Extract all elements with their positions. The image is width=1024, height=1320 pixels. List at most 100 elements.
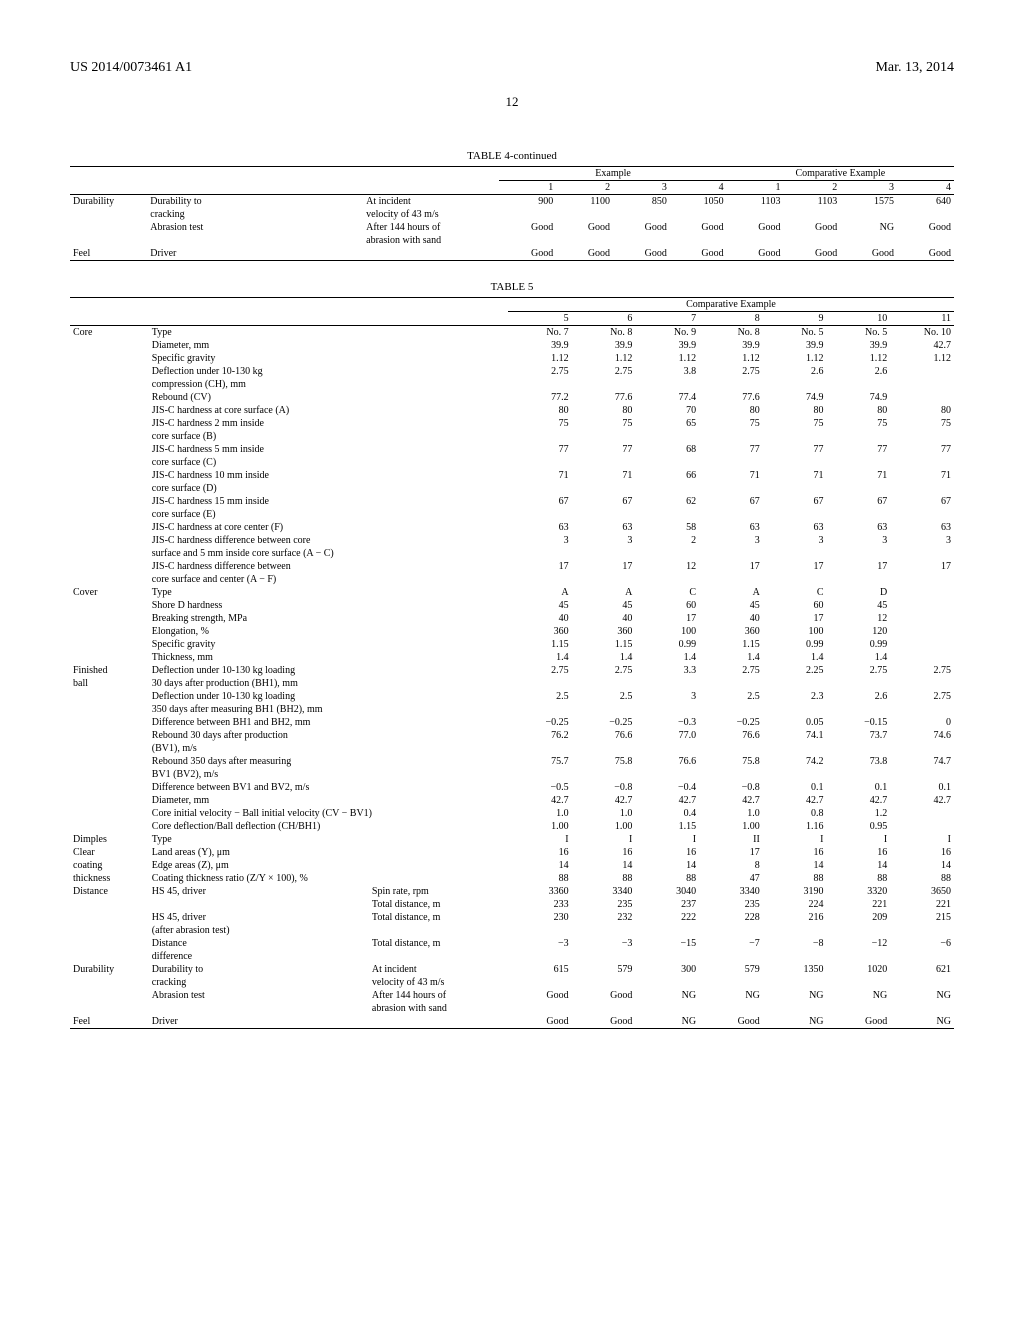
row-sublabel xyxy=(369,677,508,690)
row-group xyxy=(70,495,149,508)
cell: Good xyxy=(556,221,613,234)
cell xyxy=(827,742,891,755)
cell: 14 xyxy=(827,859,891,872)
cell xyxy=(635,573,699,586)
cell: 900 xyxy=(499,195,556,209)
cell xyxy=(827,547,891,560)
cell xyxy=(763,950,827,963)
cell: 216 xyxy=(763,911,827,924)
cell: 14 xyxy=(572,859,636,872)
cell: 2.75 xyxy=(890,664,954,677)
cell: 0 xyxy=(890,716,954,729)
row-sublabel xyxy=(369,365,508,378)
row-label: Type xyxy=(149,586,369,599)
row-label: Coating thickness ratio (Z/Y × 100), % xyxy=(149,872,369,885)
row-sublabel xyxy=(363,247,499,261)
row-group xyxy=(70,976,149,989)
cell: Good xyxy=(827,1015,891,1029)
row-label: JIS-C hardness 5 mm inside xyxy=(149,443,369,456)
cell xyxy=(508,378,572,391)
row-label xyxy=(149,1002,369,1015)
row-group xyxy=(70,378,149,391)
cell: 2.75 xyxy=(827,664,891,677)
row-group: Durability xyxy=(70,963,149,976)
cell xyxy=(699,378,763,391)
row-label: Durability to xyxy=(147,195,363,209)
cell: 1350 xyxy=(763,963,827,976)
row-group: Feel xyxy=(70,247,147,261)
row-label xyxy=(149,898,369,911)
row-label: Diameter, mm xyxy=(149,794,369,807)
cell: 1.12 xyxy=(572,352,636,365)
cell: 39.9 xyxy=(572,339,636,352)
cell: 67 xyxy=(699,495,763,508)
row-group xyxy=(70,234,147,247)
cell: 1.15 xyxy=(572,638,636,651)
row-sublabel: Total distance, m xyxy=(369,911,508,924)
cell xyxy=(635,924,699,937)
cell: 17 xyxy=(763,612,827,625)
row-label: core surface (C) xyxy=(149,456,369,469)
cell: 233 xyxy=(508,898,572,911)
cell: 3650 xyxy=(890,885,954,898)
row-label: Specific gravity xyxy=(149,352,369,365)
cell: 76.6 xyxy=(572,729,636,742)
cell: 39.9 xyxy=(508,339,572,352)
row-group: Dimples xyxy=(70,833,149,846)
cell: 1.12 xyxy=(890,352,954,365)
doc-date: Mar. 13, 2014 xyxy=(875,60,954,76)
cell xyxy=(827,950,891,963)
cell: 75 xyxy=(827,417,891,430)
cell xyxy=(827,430,891,443)
cell: 3320 xyxy=(827,885,891,898)
cell xyxy=(635,677,699,690)
row-group xyxy=(70,573,149,586)
cell: 17 xyxy=(890,560,954,573)
cell xyxy=(827,573,891,586)
row-label: core surface (B) xyxy=(149,430,369,443)
page-number: 12 xyxy=(70,94,954,110)
row-sublabel xyxy=(369,521,508,534)
cell: 71 xyxy=(763,469,827,482)
cell: 1103 xyxy=(783,195,840,209)
cell: 0.99 xyxy=(827,638,891,651)
cell: 76.6 xyxy=(699,729,763,742)
cell xyxy=(890,430,954,443)
cell xyxy=(763,1002,827,1015)
cell: NG xyxy=(699,989,763,1002)
row-label: Diameter, mm xyxy=(149,339,369,352)
cell: 17 xyxy=(699,846,763,859)
cell: −3 xyxy=(508,937,572,950)
cell: I xyxy=(635,833,699,846)
cell: NG xyxy=(763,1015,827,1029)
cell xyxy=(499,208,556,221)
row-sublabel xyxy=(369,547,508,560)
row-sublabel: velocity of 43 m/s xyxy=(363,208,499,221)
cell xyxy=(635,768,699,781)
cell xyxy=(508,703,572,716)
cell: 88 xyxy=(508,872,572,885)
cell: 39.9 xyxy=(635,339,699,352)
cell: 63 xyxy=(827,521,891,534)
cell: 60 xyxy=(635,599,699,612)
cell: 17 xyxy=(572,560,636,573)
cell: Good xyxy=(783,221,840,234)
cell: 640 xyxy=(897,195,954,209)
cell: 1.15 xyxy=(635,820,699,833)
cell: 3340 xyxy=(572,885,636,898)
table4-title: TABLE 4-continued xyxy=(70,150,954,162)
cell: 221 xyxy=(827,898,891,911)
cell: 2.75 xyxy=(508,664,572,677)
cell xyxy=(763,976,827,989)
cell xyxy=(635,508,699,521)
cell xyxy=(897,234,954,247)
row-group xyxy=(70,898,149,911)
cell: 75.8 xyxy=(572,755,636,768)
cell xyxy=(556,234,613,247)
cell xyxy=(699,482,763,495)
row-sublabel: At incident xyxy=(369,963,508,976)
cell xyxy=(897,208,954,221)
row-sublabel xyxy=(369,729,508,742)
row-sublabel xyxy=(369,794,508,807)
cell: NG xyxy=(840,221,897,234)
